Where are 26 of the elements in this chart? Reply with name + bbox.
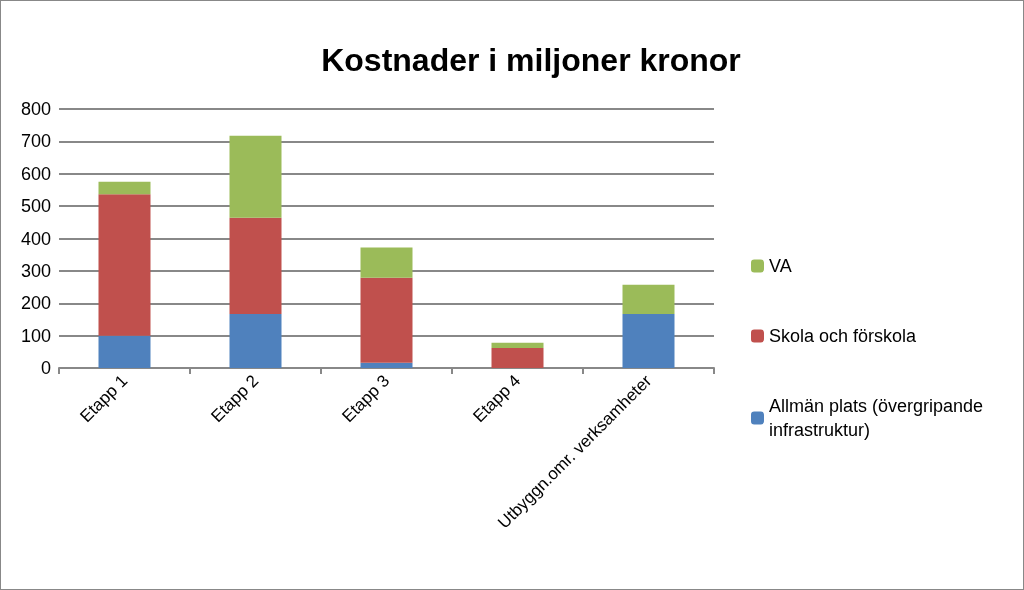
y-tick-label: 0: [40, 358, 51, 378]
y-tick-label: 400: [20, 228, 51, 249]
y-tick-label: 100: [20, 325, 51, 346]
bar: [360, 277, 413, 363]
bar: [229, 217, 282, 314]
bar: [98, 194, 151, 336]
y-tick-label: 500: [20, 196, 51, 217]
y-tick-label: 200: [20, 293, 51, 314]
bar: [98, 181, 151, 195]
y-tick-label: 800: [20, 99, 51, 119]
legend-label: Skola och förskola: [769, 326, 918, 346]
bar: [491, 342, 544, 348]
bar: [622, 284, 675, 314]
y-tick-label: 600: [20, 163, 51, 184]
y-tick-label: 700: [20, 131, 51, 152]
legend-label: VA: [769, 256, 792, 276]
bar: [229, 135, 282, 218]
bar: [229, 313, 282, 368]
bar: [360, 362, 413, 368]
bar: [491, 347, 544, 368]
bar: [360, 247, 413, 278]
chart-title: Kostnader i miljoner kronor: [321, 42, 741, 78]
bar: [622, 313, 675, 368]
legend-label: Allmän plats (övergripande infrastruktur): [769, 396, 989, 440]
bar: [98, 335, 151, 368]
y-tick-label: 300: [20, 260, 51, 281]
